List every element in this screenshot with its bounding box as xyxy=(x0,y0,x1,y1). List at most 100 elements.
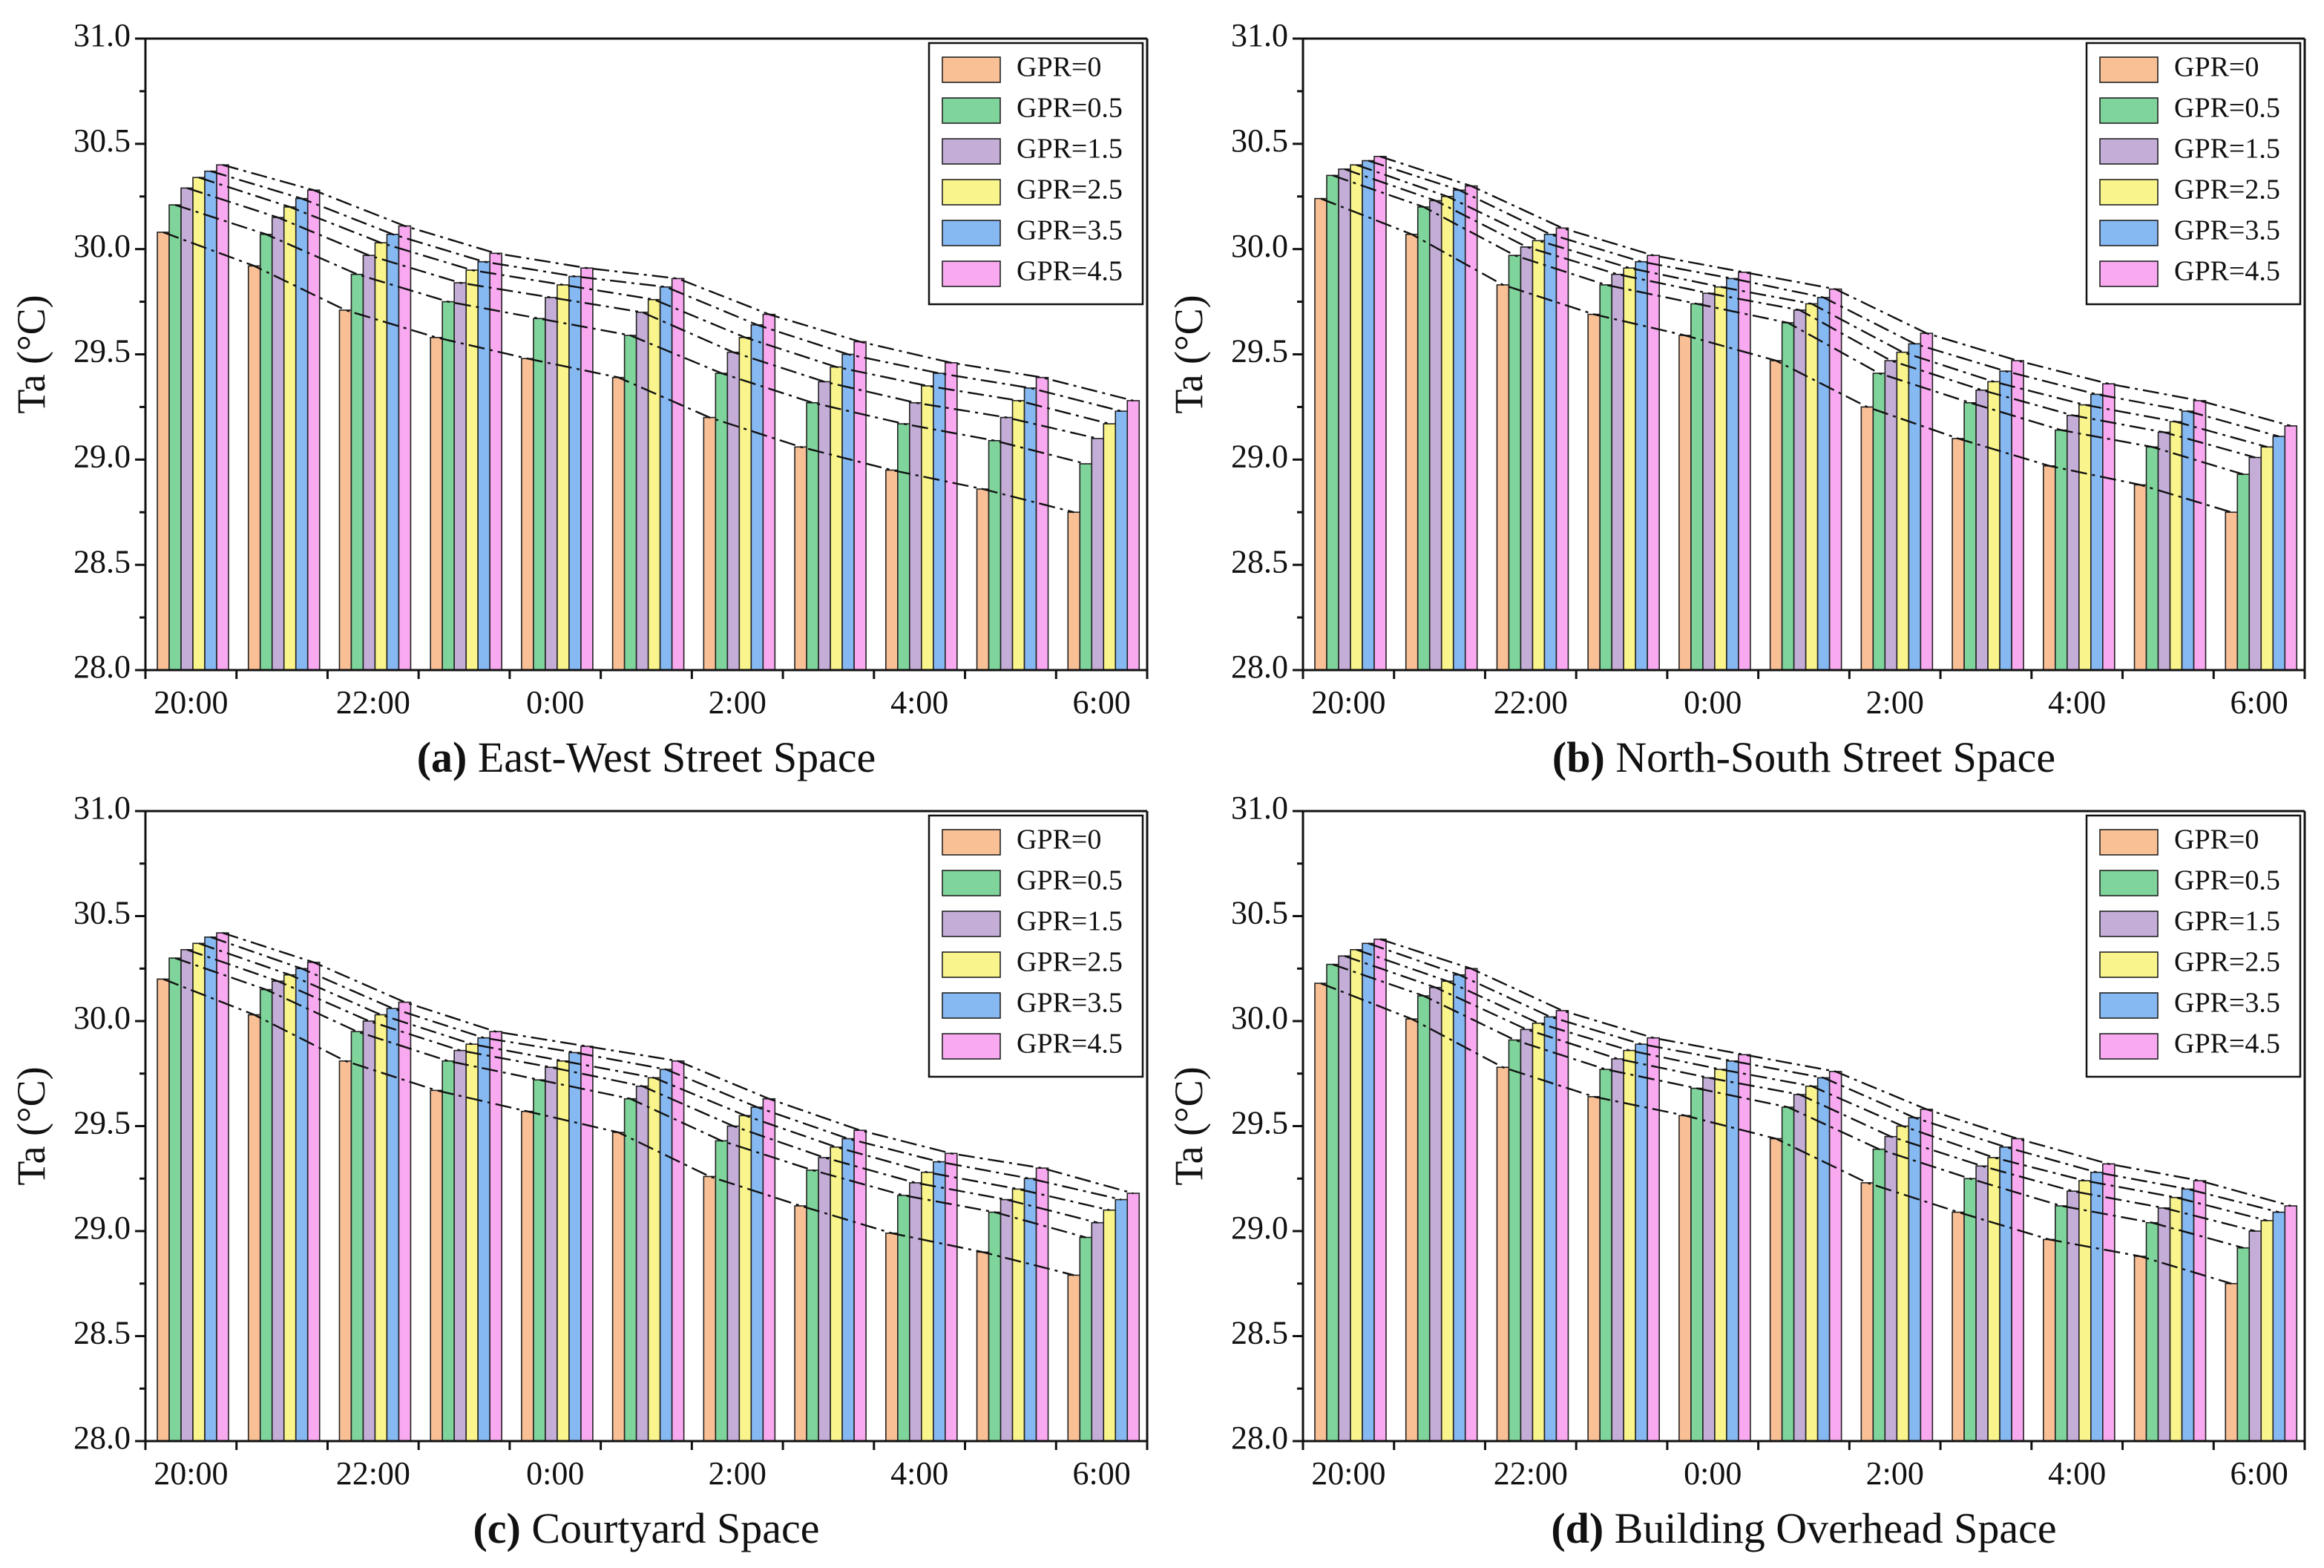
y-tick-label: 28.0 xyxy=(73,649,131,685)
bar-GPR-0-600 xyxy=(1067,1274,1081,1442)
legend-swatch-GPR-4.5 xyxy=(942,260,1001,287)
bar-GPR-1.5-200 xyxy=(726,1125,741,1442)
bar-GPR-0.5-100 xyxy=(1781,1106,1795,1442)
bar-GPR-4.5-200 xyxy=(1920,1109,1934,1442)
bar-GPR-2.5-2100 xyxy=(1440,195,1454,671)
bar-GPR-0.5-2100 xyxy=(1417,995,1431,1442)
bar-GPR-1.5-100 xyxy=(1793,309,1807,671)
bar-GPR-0.5-000 xyxy=(1690,1087,1704,1442)
bar-GPR-2.5-200 xyxy=(738,1115,752,1442)
bar-GPR-3.5-2000 xyxy=(204,936,217,1442)
bar-GPR-0-200 xyxy=(703,416,717,671)
bar-GPR-2.5-2200 xyxy=(1532,240,1546,671)
bar-GPR-0-2300 xyxy=(1587,1096,1601,1442)
bar-GPR-1.5-400 xyxy=(2067,1190,2080,1442)
legend-swatch-GPR-0.5 xyxy=(2099,870,2159,896)
bar-GPR-0.5-100 xyxy=(623,335,637,671)
bar-GPR-1.5-100 xyxy=(635,1085,649,1442)
bar-GPR-0.5-2300 xyxy=(1599,284,1612,671)
legend-swatch-GPR-2.5 xyxy=(942,951,1001,978)
trend-line-GPR-4.5 xyxy=(1379,155,2291,427)
bar-GPR-0.5-400 xyxy=(2055,429,2068,671)
legend-swatch-GPR-3.5 xyxy=(2099,992,2159,1019)
bar-GPR-0-2100 xyxy=(247,265,261,671)
bar-GPR-0.5-300 xyxy=(806,401,819,671)
bar-GPR-1.5-2100 xyxy=(271,980,285,1442)
x-tick-label: 0:00 xyxy=(526,684,584,721)
bar-GPR-0.5-2300 xyxy=(1599,1069,1612,1442)
legend-label-GPR-1.5: GPR=1.5 xyxy=(1017,906,1123,937)
y-tick-label: 28.5 xyxy=(1231,543,1288,580)
bar-GPR-1.5-2000 xyxy=(1338,955,1351,1442)
legend-swatch-GPR-0 xyxy=(942,56,1001,83)
bar-GPR-0-2100 xyxy=(1405,1018,1419,1442)
bar-GPR-0-2000 xyxy=(157,978,170,1442)
bar-GPR-2.5-2200 xyxy=(1532,1023,1546,1442)
bar-GPR-0.5-2100 xyxy=(1417,206,1431,671)
bar-GPR-3.5-2300 xyxy=(1635,260,1648,671)
legend-label-GPR-0.5: GPR=0.5 xyxy=(2174,865,2280,896)
bar-GPR-4.5-600 xyxy=(1126,400,1140,671)
bar-GPR-3.5-000 xyxy=(568,1052,582,1442)
x-tick-label: 6:00 xyxy=(2231,1455,2288,1492)
bar-GPR-2.5-500 xyxy=(2169,421,2183,671)
bar-GPR-2.5-600 xyxy=(1103,1209,1117,1442)
bar-GPR-3.5-000 xyxy=(1726,278,1739,671)
y-axis-label: Ta (°C) xyxy=(1166,1066,1211,1185)
bar-GPR-3.5-000 xyxy=(1726,1060,1739,1442)
bar-GPR-0.5-2000 xyxy=(168,957,182,1442)
x-tick-label: 6:00 xyxy=(1073,1455,1131,1492)
legend-swatch-GPR-1.5 xyxy=(942,911,1001,937)
bar-GPR-2.5-600 xyxy=(1103,423,1117,671)
legend-label-GPR-1.5: GPR=1.5 xyxy=(1017,134,1123,165)
bar-GPR-4.5-400 xyxy=(2102,383,2115,671)
bar-GPR-4.5-2300 xyxy=(489,1031,502,1442)
bar-GPR-0.5-2100 xyxy=(259,988,273,1442)
bar-GPR-3.5-600 xyxy=(2272,1211,2286,1442)
y-tick-label: 30.0 xyxy=(1231,228,1288,264)
legend-label-GPR-0.5: GPR=0.5 xyxy=(2174,93,2280,124)
bar-GPR-1.5-2200 xyxy=(1520,246,1534,671)
chart-panel-4: 28.0 28.5 29.0 29.5 30.0 30.5 31.0 20:00 22:00 0:… xyxy=(1166,790,2306,1552)
legend-label-GPR-2.5: GPR=2.5 xyxy=(1017,947,1123,978)
bar-GPR-4.5-2200 xyxy=(1555,1010,1569,1442)
bar-GPR-4.5-2000 xyxy=(1373,156,1387,671)
bar-GPR-0-2200 xyxy=(1496,284,1510,671)
y-tick-label: 31.0 xyxy=(1231,17,1288,53)
legend-label-GPR-2.5: GPR=2.5 xyxy=(1017,174,1123,206)
bar-GPR-0-100 xyxy=(611,1132,626,1442)
bar-GPR-2.5-600 xyxy=(2260,446,2274,671)
bar-GPR-0.5-600 xyxy=(2236,1247,2251,1442)
legend-swatch-GPR-4.5 xyxy=(2099,260,2159,287)
trend-line-GPR-3.5 xyxy=(210,170,1122,413)
bar-GPR-0-100 xyxy=(1769,360,1783,671)
legend-swatch-GPR-1.5 xyxy=(2099,911,2159,937)
bar-GPR-0.5-2200 xyxy=(350,273,364,671)
panel-letter: (c) xyxy=(473,1504,520,1552)
bar-GPR-2.5-2100 xyxy=(1440,980,1454,1442)
bar-GPR-0-2000 xyxy=(1314,197,1327,671)
bar-GPR-3.5-200 xyxy=(1908,1117,1922,1442)
x-tick-label: 6:00 xyxy=(2231,684,2288,721)
bar-GPR-4.5-2100 xyxy=(1464,185,1478,671)
legend-label-GPR-0: GPR=0 xyxy=(1017,52,1101,83)
y-tick-label: 28.0 xyxy=(1231,1420,1288,1456)
bar-GPR-4.5-600 xyxy=(2284,1205,2298,1442)
bar-GPR-1.5-200 xyxy=(1884,1135,1898,1442)
bar-GPR-3.5-500 xyxy=(2181,1188,2195,1442)
y-tick-label: 28.0 xyxy=(1231,649,1288,685)
bar-GPR-3.5-100 xyxy=(659,286,673,671)
legend-label-GPR-3.5: GPR=3.5 xyxy=(1017,988,1123,1019)
legend-swatch-GPR-3.5 xyxy=(2099,220,2159,246)
legend-label-GPR-0: GPR=0 xyxy=(2174,52,2259,83)
bar-GPR-0.5-600 xyxy=(2236,473,2251,671)
bar-GPR-0-2200 xyxy=(338,1060,352,1442)
y-tick-label: 29.5 xyxy=(1231,1105,1288,1141)
panel-letter: (d) xyxy=(1551,1504,1604,1552)
bar-GPR-3.5-2100 xyxy=(295,197,309,671)
trend-line-GPR-1.5 xyxy=(186,187,1098,440)
bar-GPR-1.5-2300 xyxy=(1611,273,1624,671)
bar-GPR-0.5-200 xyxy=(715,1140,729,1442)
y-tick-label: 31.0 xyxy=(73,790,131,826)
bar-GPR-0.5-500 xyxy=(2145,446,2159,671)
